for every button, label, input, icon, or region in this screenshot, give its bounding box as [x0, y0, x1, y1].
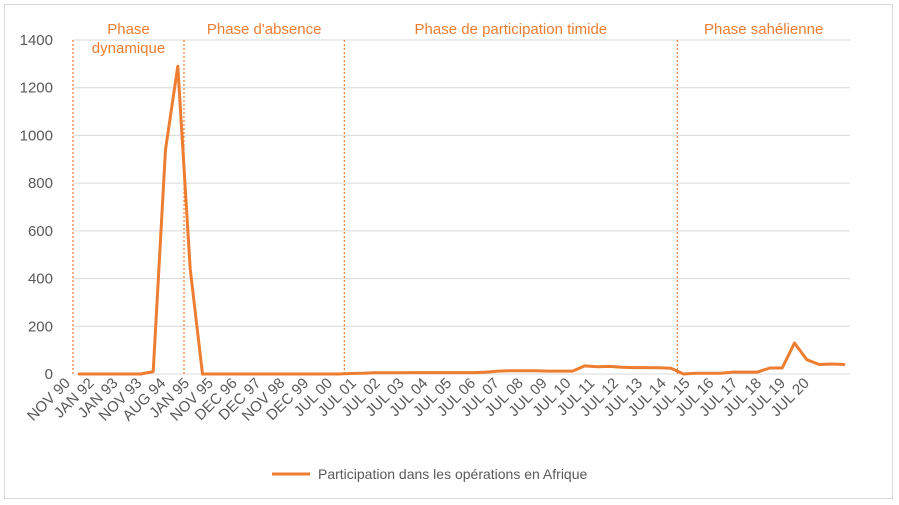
legend-label: Participation dans les opérations en Afr… [318, 466, 587, 482]
y-tick-label: 0 [45, 366, 53, 383]
data-point [337, 373, 339, 375]
data-point [177, 65, 179, 67]
data-point [793, 342, 795, 344]
data-point [399, 372, 401, 374]
data-point [769, 367, 771, 369]
data-point [140, 373, 142, 375]
data-point [288, 373, 290, 375]
data-point [473, 371, 475, 373]
y-tick-label: 400 [28, 271, 53, 288]
phase-label: dynamique [92, 40, 165, 57]
data-point [547, 370, 549, 372]
data-point [510, 369, 512, 371]
data-point [238, 373, 240, 375]
data-point [152, 370, 154, 372]
phase-label: Phase d'absence [207, 21, 322, 38]
data-point [534, 369, 536, 371]
data-point [559, 370, 561, 372]
y-tick-label: 1200 [20, 80, 53, 97]
phase-label: Phase sahélienne [704, 21, 823, 38]
data-point [695, 372, 697, 374]
data-point [682, 373, 684, 375]
data-point [522, 369, 524, 371]
data-point [78, 373, 80, 375]
data-point [201, 373, 203, 375]
y-tick-label: 1400 [20, 32, 53, 49]
data-point [608, 365, 610, 367]
phase-label: Phase [107, 21, 150, 38]
series-line [77, 64, 846, 376]
data-point [719, 372, 721, 374]
phase-label: Phase de participation timide [415, 21, 608, 38]
data-point [103, 373, 105, 375]
y-tick-label: 1000 [20, 127, 53, 144]
data-point [349, 372, 351, 374]
data-point [214, 373, 216, 375]
y-tick-label: 200 [28, 318, 53, 335]
y-tick-label: 600 [28, 223, 53, 240]
data-point [707, 372, 709, 374]
data-point [830, 363, 832, 365]
data-point [744, 371, 746, 373]
data-point [485, 371, 487, 373]
data-point [818, 363, 820, 365]
data-point [633, 366, 635, 368]
data-point [781, 367, 783, 369]
data-point [325, 373, 327, 375]
data-point [732, 371, 734, 373]
data-point [756, 371, 758, 373]
data-point [658, 367, 660, 369]
y-tick-label: 800 [28, 175, 53, 192]
data-point [362, 372, 364, 374]
data-point [312, 373, 314, 375]
data-point [300, 373, 302, 375]
data-point [374, 372, 376, 374]
data-point [806, 358, 808, 360]
data-point [263, 373, 265, 375]
data-point [843, 363, 845, 365]
chart-frame [4, 4, 893, 499]
data-point [115, 373, 117, 375]
data-point [127, 373, 129, 375]
data-point [596, 366, 598, 368]
data-point [460, 371, 462, 373]
data-point [436, 371, 438, 373]
data-point [645, 366, 647, 368]
data-point [386, 372, 388, 374]
data-point [448, 371, 450, 373]
data-point [584, 365, 586, 367]
data-point [621, 366, 623, 368]
data-point [164, 149, 166, 151]
data-point [670, 367, 672, 369]
data-point [90, 373, 92, 375]
data-point [411, 371, 413, 373]
data-point [189, 268, 191, 270]
data-point [497, 370, 499, 372]
data-point [571, 370, 573, 372]
data-point [423, 371, 425, 373]
